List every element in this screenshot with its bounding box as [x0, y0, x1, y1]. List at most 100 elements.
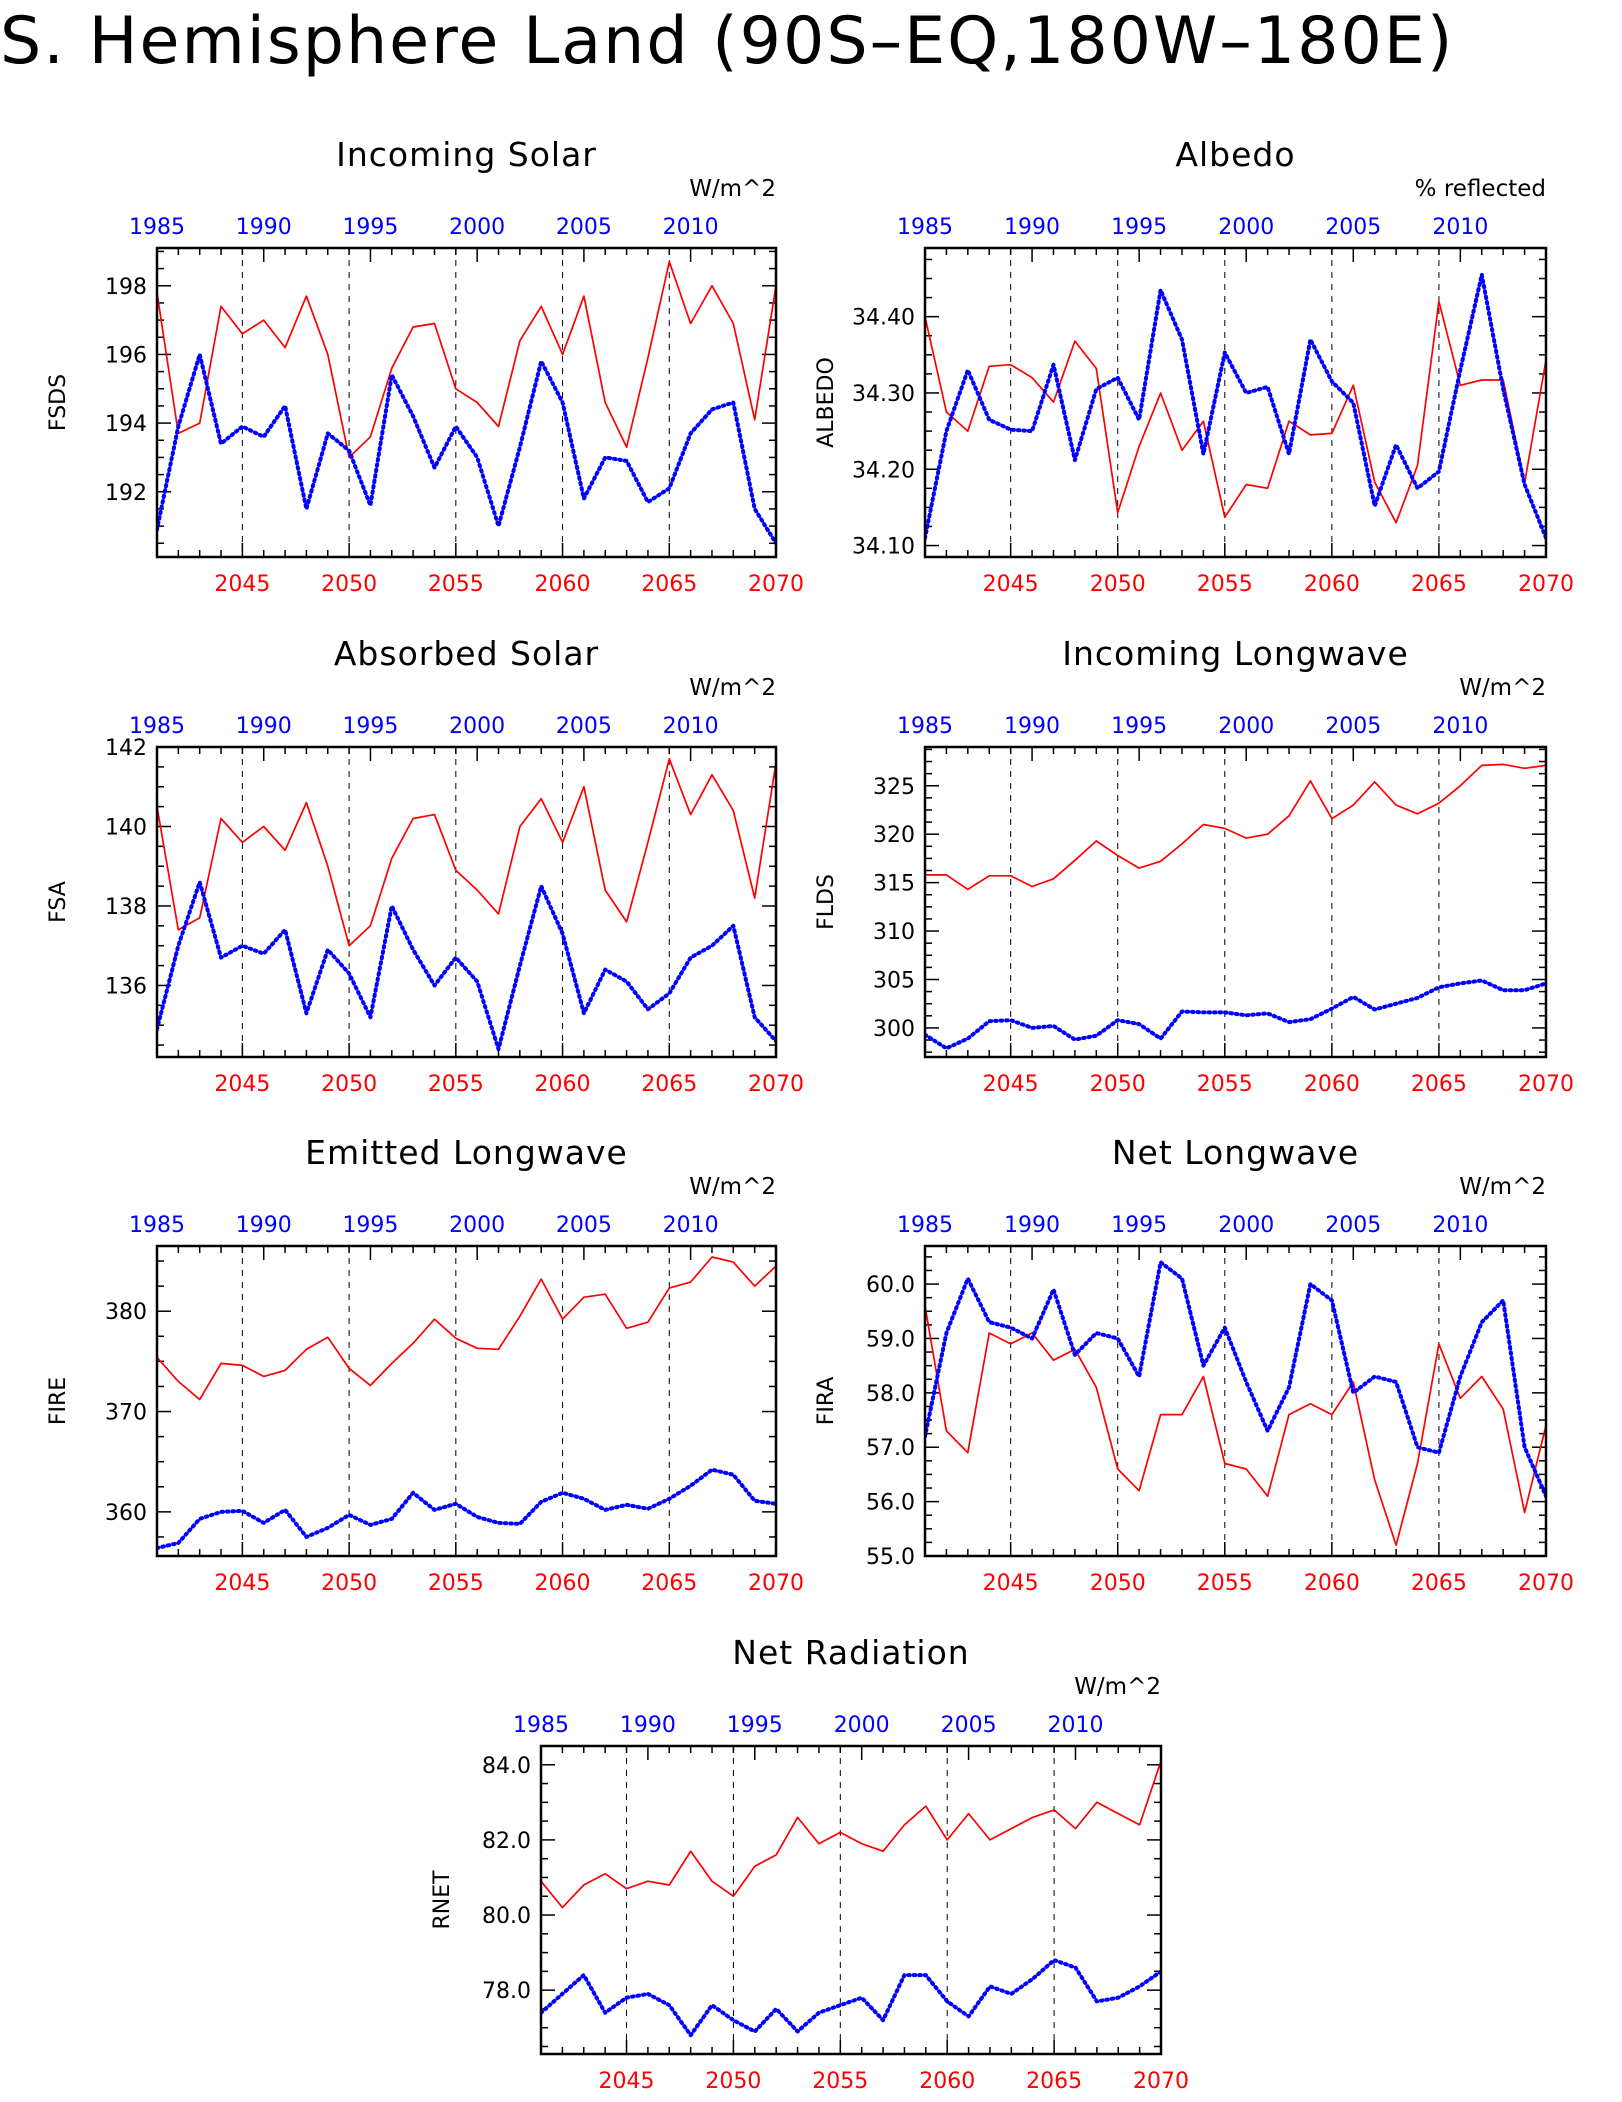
y-tick-label: 55.0 — [866, 1545, 915, 1570]
y-axis-label: ALBEDO — [814, 357, 839, 448]
x-tick-label: 2050 — [321, 572, 377, 597]
y-tick-label: 82.0 — [482, 1829, 531, 1854]
y-tick-label: 380 — [105, 1300, 147, 1325]
x-tick-label: 2060 — [535, 572, 591, 597]
red-series-line — [157, 260, 776, 459]
page-title: S. Hemisphere Land (90S–EQ,180W–180E) — [0, 4, 1455, 79]
x-top-tick-label: 2010 — [663, 1213, 719, 1238]
x-tick-label: 2065 — [641, 1072, 697, 1097]
x-tick-label: 2070 — [748, 1571, 804, 1596]
plot-frame — [923, 1244, 1548, 1558]
y-tick-label: 34.40 — [852, 306, 915, 331]
x-tick-label: 2070 — [1518, 572, 1574, 597]
blue-series-line — [157, 880, 776, 1052]
x-tick-label: 2050 — [321, 1571, 377, 1596]
x-tick-label: 2070 — [1133, 2069, 1189, 2094]
x-top-tick-label: 2005 — [941, 1713, 997, 1738]
x-tick-label: 2060 — [1304, 572, 1360, 597]
y-tick-label: 310 — [873, 920, 915, 945]
blue-series-line — [925, 978, 1546, 1051]
red-series-line — [157, 758, 776, 947]
y-tick-label: 34.20 — [852, 458, 915, 483]
x-tick-label: 2055 — [812, 2069, 868, 2094]
x-top-tick-label: 2010 — [663, 215, 719, 240]
x-top-tick-label: 1985 — [513, 1713, 569, 1738]
x-top-tick-label: 1985 — [129, 1213, 185, 1238]
units-label: % reflected — [1415, 176, 1546, 202]
x-tick-label: 2055 — [1197, 1072, 1253, 1097]
x-top-tick-label: 2000 — [1218, 714, 1274, 739]
red-series-line — [925, 763, 1546, 891]
x-top-tick-label: 2005 — [556, 714, 612, 739]
plot-frame — [155, 246, 778, 559]
chart-panel-3: Absorbed Solar W/m^2 FSA 136 138 140 142 2045 20… — [46, 634, 804, 1097]
x-top-tick-label: 2010 — [1432, 1213, 1488, 1238]
x-tick-label: 2060 — [1304, 1571, 1360, 1596]
x-top-tick-label: 1990 — [236, 714, 292, 739]
x-tick-label: 2050 — [1090, 572, 1146, 597]
y-tick-label: 198 — [105, 275, 147, 300]
x-tick-label: 2070 — [1518, 1072, 1574, 1097]
x-top-tick-label: 2000 — [1218, 215, 1274, 240]
x-top-tick-label: 1990 — [1004, 215, 1060, 240]
x-tick-label: 2050 — [1090, 1571, 1146, 1596]
y-tick-label: 370 — [105, 1401, 147, 1426]
x-top-tick-label: 2010 — [663, 714, 719, 739]
plot-frame — [923, 745, 1548, 1059]
y-tick-label: 80.0 — [482, 1904, 531, 1929]
x-tick-label: 2070 — [748, 572, 804, 597]
chart-title: Net Radiation — [732, 1633, 969, 1672]
x-top-tick-label: 1995 — [1111, 215, 1167, 240]
x-top-tick-label: 1990 — [1004, 714, 1060, 739]
chart-title: Albedo — [1175, 135, 1295, 174]
x-top-tick-label: 2000 — [449, 1213, 505, 1238]
chart-panel-2: Albedo % reflected ALBEDO 34.10 34.20 34.30 34… — [814, 135, 1574, 597]
y-tick-label: 56.0 — [866, 1491, 915, 1516]
x-tick-label: 2050 — [1090, 1072, 1146, 1097]
x-tick-label: 2060 — [919, 2069, 975, 2094]
blue-series-line — [157, 352, 776, 546]
y-tick-label: 196 — [105, 343, 147, 368]
y-tick-label: 136 — [105, 974, 147, 999]
chart-panel-7: Net Radiation W/m^2 RNET 78.0 80.0 82.0 84.0 20… — [430, 1633, 1189, 2094]
blue-series-line — [925, 1260, 1546, 1499]
units-label: W/m^2 — [689, 176, 776, 202]
y-axis-label: FSA — [46, 881, 71, 923]
y-tick-label: 78.0 — [482, 1979, 531, 2004]
x-tick-label: 2065 — [641, 1571, 697, 1596]
y-tick-label: 34.10 — [852, 535, 915, 560]
units-label: W/m^2 — [689, 675, 776, 701]
x-tick-label: 2060 — [535, 1072, 591, 1097]
x-top-tick-label: 1995 — [727, 1713, 783, 1738]
y-tick-label: 84.0 — [482, 1754, 531, 1779]
x-top-tick-label: 1995 — [1111, 1213, 1167, 1238]
x-tick-label: 2065 — [1411, 572, 1467, 597]
x-tick-label: 2055 — [1197, 572, 1253, 597]
chart-panel-6: Net Longwave W/m^2 FIRA 55.0 56.0 57.0 58.0 59.… — [814, 1133, 1574, 1596]
x-tick-label: 2050 — [705, 2069, 761, 2094]
y-tick-label: 34.30 — [852, 382, 915, 407]
chart-panel-4: Incoming Longwave W/m^2 FLDS 300 305 310 315 32… — [814, 634, 1574, 1097]
x-top-tick-label: 2005 — [1325, 714, 1381, 739]
y-tick-label: 138 — [105, 895, 147, 920]
plot-frame — [155, 745, 778, 1059]
y-axis-label: FIRE — [46, 1377, 71, 1425]
y-tick-label: 58.0 — [866, 1382, 915, 1407]
y-tick-label: 325 — [873, 775, 915, 800]
y-tick-label: 192 — [105, 481, 147, 506]
plot-frame — [923, 246, 1548, 559]
x-top-tick-label: 1995 — [1111, 714, 1167, 739]
x-top-tick-label: 1985 — [897, 714, 953, 739]
x-top-tick-label: 2000 — [449, 714, 505, 739]
x-top-tick-label: 1995 — [342, 714, 398, 739]
chart-panel-1: Incoming Solar W/m^2 FSDS 192 194 196 198 2045 2… — [46, 135, 804, 597]
y-axis-label: FIRA — [814, 1377, 839, 1426]
y-tick-label: 60.0 — [866, 1273, 915, 1298]
chart-title: Net Longwave — [1112, 1133, 1359, 1172]
blue-series-line — [157, 1467, 776, 1550]
x-top-tick-label: 2000 — [449, 215, 505, 240]
y-axis-label: FSDS — [46, 374, 71, 431]
blue-series-line — [541, 1958, 1161, 2038]
red-series-line — [925, 1305, 1546, 1546]
